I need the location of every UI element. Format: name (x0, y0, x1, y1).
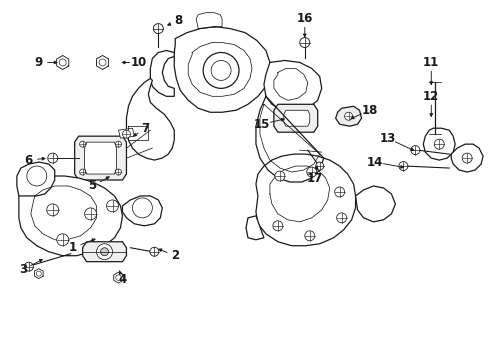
Text: 2: 2 (171, 249, 179, 262)
Circle shape (27, 166, 47, 186)
Polygon shape (335, 106, 361, 126)
Circle shape (101, 248, 108, 256)
Circle shape (59, 59, 66, 66)
Circle shape (106, 200, 118, 212)
Circle shape (115, 169, 121, 175)
Circle shape (211, 60, 230, 80)
Circle shape (344, 112, 352, 120)
Circle shape (116, 275, 121, 280)
Polygon shape (82, 242, 126, 262)
Circle shape (153, 24, 163, 33)
Circle shape (336, 213, 346, 223)
Circle shape (315, 162, 323, 170)
Circle shape (48, 153, 58, 163)
Circle shape (433, 139, 443, 149)
Circle shape (80, 169, 85, 175)
Polygon shape (273, 104, 317, 132)
Text: 8: 8 (174, 14, 182, 27)
Circle shape (24, 262, 33, 271)
Text: 14: 14 (366, 156, 382, 168)
Polygon shape (423, 128, 454, 160)
Circle shape (203, 53, 239, 88)
Circle shape (84, 208, 96, 220)
Circle shape (132, 198, 152, 218)
Circle shape (398, 162, 407, 171)
Text: 18: 18 (361, 104, 377, 117)
Circle shape (96, 244, 112, 260)
Polygon shape (355, 186, 395, 222)
Polygon shape (264, 60, 321, 112)
Circle shape (410, 146, 419, 154)
Circle shape (461, 153, 471, 163)
Circle shape (115, 141, 121, 147)
Circle shape (306, 167, 316, 177)
Polygon shape (245, 216, 264, 240)
Circle shape (122, 130, 130, 138)
Polygon shape (283, 110, 309, 126)
Polygon shape (122, 196, 162, 226)
Polygon shape (84, 142, 116, 174)
Text: 12: 12 (422, 90, 439, 103)
Text: 9: 9 (35, 56, 43, 69)
Circle shape (57, 234, 68, 246)
Circle shape (80, 141, 85, 147)
Circle shape (299, 37, 309, 48)
Text: 16: 16 (296, 12, 312, 25)
Polygon shape (174, 27, 269, 112)
Polygon shape (118, 128, 134, 138)
Text: 11: 11 (422, 56, 439, 69)
Polygon shape (450, 144, 482, 172)
Polygon shape (150, 50, 174, 96)
Polygon shape (75, 136, 126, 180)
Polygon shape (19, 176, 122, 256)
Text: 10: 10 (130, 56, 146, 69)
Text: 4: 4 (118, 273, 126, 286)
Circle shape (149, 247, 159, 256)
Text: 15: 15 (253, 118, 269, 131)
Text: 13: 13 (379, 132, 395, 145)
Circle shape (334, 187, 344, 197)
Text: 3: 3 (19, 263, 27, 276)
Text: 5: 5 (88, 180, 97, 193)
Circle shape (304, 231, 314, 241)
Text: 6: 6 (25, 154, 33, 167)
Text: 7: 7 (141, 122, 149, 135)
Circle shape (274, 171, 285, 181)
Circle shape (47, 204, 59, 216)
Polygon shape (126, 78, 174, 160)
Text: 1: 1 (68, 241, 77, 254)
Polygon shape (255, 154, 355, 246)
Circle shape (272, 221, 282, 231)
Text: 17: 17 (306, 171, 322, 185)
Circle shape (36, 271, 41, 276)
Circle shape (99, 59, 106, 66)
Polygon shape (17, 162, 55, 196)
